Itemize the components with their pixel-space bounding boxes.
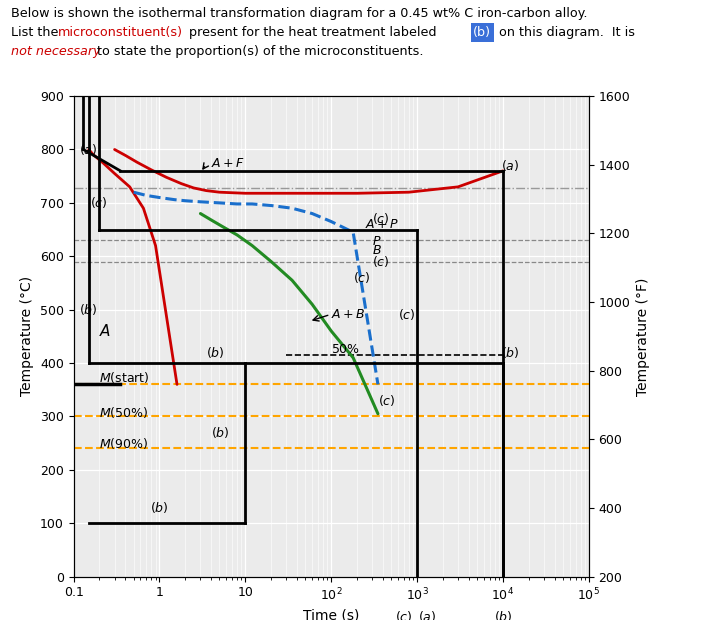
Text: $B$: $B$ (372, 244, 382, 257)
Text: $(c)$: $(c)$ (378, 393, 395, 408)
Text: $(c)$: $(c)$ (398, 308, 416, 322)
Text: List the: List the (11, 26, 62, 39)
Text: $(c)$: $(c)$ (353, 270, 371, 285)
Y-axis label: Temperature (°C): Temperature (°C) (20, 277, 34, 396)
Text: $M$(50%): $M$(50%) (100, 405, 149, 420)
Text: $A + F$: $A + F$ (211, 157, 245, 170)
Text: $(a)$: $(a)$ (79, 142, 97, 157)
Text: Below is shown the isothermal transformation diagram for a 0.45 wt% C iron-carbo: Below is shown the isothermal transforma… (11, 7, 587, 20)
Text: $(b)$: $(b)$ (211, 425, 230, 440)
Text: $A$: $A$ (100, 323, 111, 339)
Text: $(b)$: $(b)$ (79, 302, 97, 317)
Text: $P$: $P$ (372, 235, 382, 248)
Text: not necessary: not necessary (11, 45, 100, 58)
Text: $(b)$: $(b)$ (206, 345, 225, 360)
X-axis label: Time (s): Time (s) (303, 608, 360, 620)
Text: $(a)$: $(a)$ (418, 609, 436, 620)
Text: $(b)$: $(b)$ (494, 609, 512, 620)
Text: present for the heat treatment labeled: present for the heat treatment labeled (185, 26, 437, 39)
Text: $(a)$: $(a)$ (501, 158, 519, 173)
Text: to state the proportion(s) of the microconstituents.: to state the proportion(s) of the microc… (93, 45, 423, 58)
Text: $(b)$: $(b)$ (501, 345, 519, 360)
Text: $A + B$: $A + B$ (332, 309, 366, 322)
Text: $(c)$: $(c)$ (372, 254, 390, 269)
Text: on this diagram.  It is: on this diagram. It is (495, 26, 635, 39)
Text: $(c)$: $(c)$ (395, 609, 413, 620)
Text: $A + P$: $A + P$ (365, 218, 400, 231)
Text: $50\%$: $50\%$ (332, 343, 360, 356)
Text: microconstituent(s): microconstituent(s) (58, 26, 183, 39)
Text: $(b)$: $(b)$ (150, 500, 169, 515)
Text: $(c)$: $(c)$ (90, 195, 107, 210)
Text: $M$(start): $M$(start) (100, 370, 150, 385)
Y-axis label: Temperature (°F): Temperature (°F) (636, 277, 650, 396)
Text: $M$(90%): $M$(90%) (100, 436, 149, 451)
Text: $(c)$: $(c)$ (372, 211, 390, 226)
Text: (b): (b) (473, 26, 491, 39)
